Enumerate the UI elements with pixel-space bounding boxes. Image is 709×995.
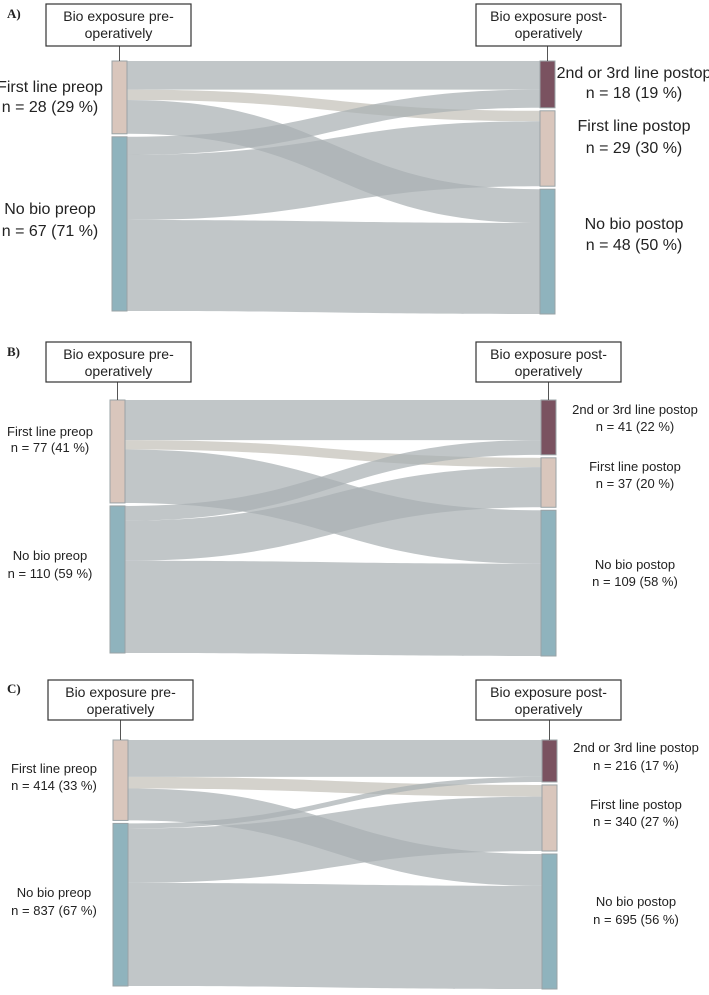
panel-label: A) xyxy=(7,6,21,21)
node-left-first xyxy=(112,739,129,821)
left-header-line: Bio exposure pre- xyxy=(63,346,174,362)
right-node-count: n = 29 (30 %) xyxy=(586,140,683,157)
node-left-first xyxy=(109,399,126,504)
left-header-text: Bio exposure pre-operatively xyxy=(63,8,174,41)
node-right-second xyxy=(541,739,558,783)
left-node-count: n = 837 (67 %) xyxy=(11,903,97,918)
right-header-line: Bio exposure post- xyxy=(490,8,607,24)
flow-group xyxy=(128,740,542,989)
left-header-line: Bio exposure pre- xyxy=(65,684,176,700)
node-right-none xyxy=(541,853,558,990)
right-header-box xyxy=(475,3,622,47)
right-node-name: First line postop xyxy=(589,459,681,474)
left-header-line: operatively xyxy=(85,363,153,379)
node-left-none xyxy=(109,505,126,654)
flow-none-to-first xyxy=(127,121,540,220)
left-header-text: Bio exposure pre-operatively xyxy=(65,684,176,717)
right-header-line: Bio exposure post- xyxy=(490,346,607,362)
flow-none-to-second xyxy=(127,89,540,155)
flow-none-to-none xyxy=(125,560,541,656)
left-node-name: No bio preop xyxy=(17,885,91,900)
right-header-text: Bio exposure post-operatively xyxy=(490,684,607,717)
flow-first-to-second xyxy=(127,61,540,90)
right-node-count: n = 48 (50 %) xyxy=(586,237,683,254)
right-header-line: operatively xyxy=(515,363,583,379)
node-right-second xyxy=(539,60,556,109)
left-node-count: n = 77 (41 %) xyxy=(11,440,89,455)
left-header-line: Bio exposure pre- xyxy=(63,8,174,24)
left-node-count: n = 67 (71 %) xyxy=(2,223,99,240)
right-node-name: First line postop xyxy=(590,797,682,812)
left-header-box xyxy=(45,3,192,47)
right-node-name: No bio postop xyxy=(595,557,675,572)
right-node-name: 2nd or 3rd line postop xyxy=(572,402,698,417)
flow-none-to-second xyxy=(125,440,541,521)
node-left-none xyxy=(112,822,129,987)
left-node-count: n = 28 (29 %) xyxy=(2,99,99,116)
node-right-none xyxy=(539,188,556,315)
right-node-name: 2nd or 3rd line postop xyxy=(557,65,709,82)
node-right-none xyxy=(540,509,557,657)
node-right-first xyxy=(540,457,557,508)
node-right-first xyxy=(539,110,556,187)
left-header-text: Bio exposure pre-operatively xyxy=(63,346,174,379)
left-node-name: No bio preop xyxy=(4,201,96,218)
right-header-line: operatively xyxy=(515,701,583,717)
flow-none-to-first xyxy=(125,467,541,561)
node-left-first xyxy=(111,60,128,135)
flow-none-to-none xyxy=(128,882,542,989)
right-node-count: n = 41 (22 %) xyxy=(596,419,674,434)
right-node-count: n = 18 (19 %) xyxy=(586,85,683,102)
left-node-name: No bio preop xyxy=(13,548,87,563)
flow-none-to-none xyxy=(127,220,540,314)
right-header-text: Bio exposure post-operatively xyxy=(490,346,607,379)
flow-first-to-first xyxy=(128,776,542,797)
right-node-name: No bio postop xyxy=(585,216,684,233)
right-header-line: Bio exposure post- xyxy=(490,684,607,700)
flow-none-to-first xyxy=(128,796,542,883)
left-node-name: First line preop xyxy=(7,424,93,439)
left-header-box xyxy=(45,341,192,383)
right-node-count: n = 695 (56 %) xyxy=(593,912,679,927)
flow-group xyxy=(127,61,540,314)
right-node-name: First line postop xyxy=(578,118,691,135)
left-node-name: First line preop xyxy=(11,761,97,776)
left-header-box xyxy=(47,679,194,721)
right-node-count: n = 340 (27 %) xyxy=(593,814,679,829)
right-header-text: Bio exposure post-operatively xyxy=(490,8,607,41)
left-node-count: n = 414 (33 %) xyxy=(11,778,97,793)
panel-label: B) xyxy=(7,344,20,359)
panel-label: C) xyxy=(7,681,21,696)
node-left-none xyxy=(111,136,128,312)
right-node-count: n = 37 (20 %) xyxy=(596,476,674,491)
right-node-name: 2nd or 3rd line postop xyxy=(573,740,699,755)
left-header-line: operatively xyxy=(87,701,155,717)
right-node-count: n = 216 (17 %) xyxy=(593,758,679,773)
flow-first-to-second xyxy=(125,400,541,441)
node-right-second xyxy=(540,399,557,456)
node-right-first xyxy=(541,784,558,852)
left-header-line: operatively xyxy=(85,25,153,41)
left-node-name: First line preop xyxy=(0,79,103,96)
right-node-name: No bio postop xyxy=(596,894,676,909)
flow-none-to-second xyxy=(128,776,542,829)
left-node-count: n = 110 (59 %) xyxy=(8,566,93,581)
flow-first-to-first xyxy=(127,89,540,122)
right-header-box xyxy=(475,341,622,383)
flow-group xyxy=(125,400,541,656)
right-node-count: n = 109 (58 %) xyxy=(592,574,678,589)
flow-first-to-second xyxy=(128,740,542,777)
right-header-line: operatively xyxy=(515,25,583,41)
right-header-box xyxy=(475,679,622,721)
